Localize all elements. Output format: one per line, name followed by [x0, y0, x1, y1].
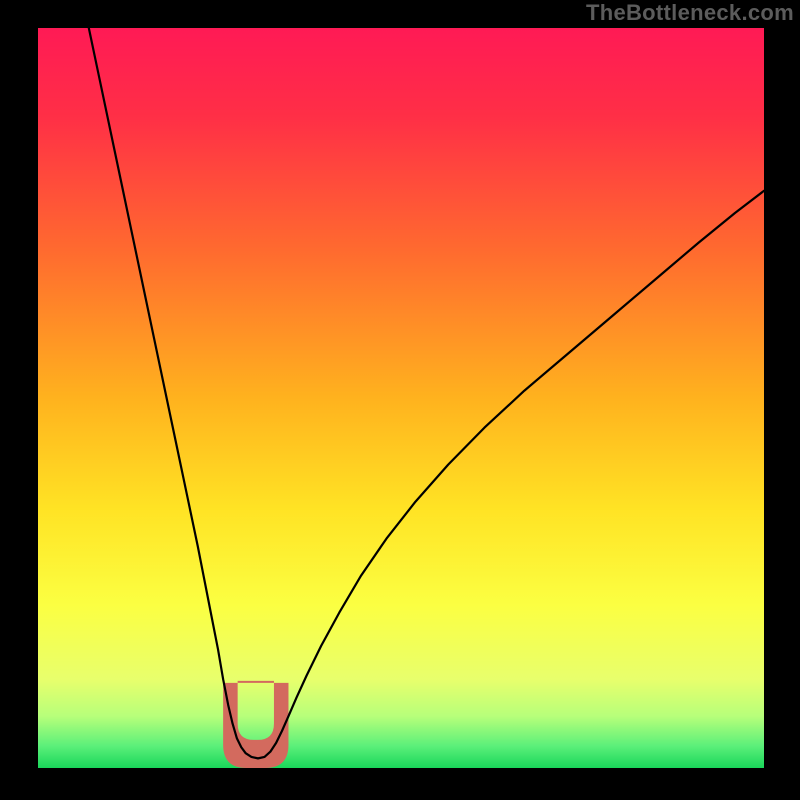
chart-background [38, 28, 764, 768]
watermark: TheBottleneck.com [586, 0, 794, 26]
chart-stage: TheBottleneck.com [0, 0, 800, 800]
bottleneck-chart [38, 28, 764, 768]
